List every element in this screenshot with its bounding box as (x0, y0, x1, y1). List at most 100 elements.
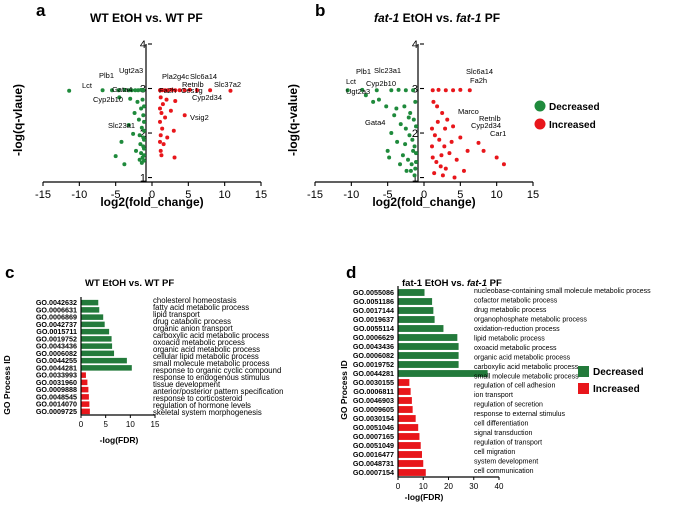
data-point-decreased (363, 93, 368, 98)
data-point-increased (157, 139, 162, 144)
data-point-increased (440, 111, 445, 115)
y-tick-label: 2 (412, 128, 418, 140)
x-tick-label: 15 (527, 189, 539, 201)
go-id-label: GO.0051049 (353, 441, 394, 450)
data-point-decreased (411, 88, 416, 93)
go-term-label: carboxylic acid metabolic process (153, 331, 269, 340)
go-bar (398, 361, 459, 368)
data-point-decreased (137, 133, 142, 138)
go-bar (398, 307, 434, 314)
panel-letter-d: d (346, 263, 356, 282)
go-bar (81, 379, 88, 386)
data-point-decreased (408, 168, 413, 173)
data-point-increased (432, 133, 437, 138)
data-point-increased (458, 87, 463, 92)
data-point-decreased (136, 117, 141, 122)
data-point-decreased (376, 97, 381, 102)
x-tick-label: 0 (149, 189, 155, 201)
go-bar (81, 328, 110, 335)
go-bar (81, 357, 127, 364)
go-id-label: GO.0044281 (36, 363, 77, 372)
go-bar (398, 352, 459, 359)
data-point-increased (447, 151, 452, 156)
data-point-decreased (128, 96, 133, 101)
bar-x-tick-label: 15 (151, 420, 160, 429)
bar-x-tick-label: 10 (419, 482, 428, 491)
y-tick-label: 4 (412, 39, 418, 51)
go-term-label: regulation of hormone levels (153, 401, 251, 410)
go-term-label: cell migration (474, 449, 515, 456)
data-point-decreased (406, 157, 411, 162)
data-point-increased (494, 155, 499, 160)
data-point-increased (182, 88, 187, 93)
go-term-label: response to organic cyclic compound (153, 366, 281, 375)
go-term-label: organic anion transport (153, 324, 234, 333)
x-tick-label: 5 (185, 189, 191, 201)
data-point-decreased (396, 87, 401, 92)
data-point-decreased (116, 88, 121, 93)
go-bar (81, 307, 100, 313)
bar-x-tick-label: 0 (79, 420, 84, 429)
data-point-increased (195, 88, 200, 93)
data-point-increased (177, 88, 182, 93)
gene-label: Ces1g (181, 86, 203, 95)
volcano-plot-a: -15-10-50510151234 (35, 39, 267, 201)
go-id-label: GO.0046903 (353, 396, 394, 405)
go-term-label: organophosphate metabolic process (474, 316, 587, 323)
go-id-label: GO.0044255 (36, 356, 77, 365)
data-point-increased (158, 95, 163, 100)
go-bar (81, 365, 132, 371)
data-point-decreased (100, 88, 105, 93)
data-point-increased (458, 135, 463, 140)
panel-d-title: fat-1 EtOH vs. fat-1 PF (402, 278, 502, 289)
go-term-label: tissue development (153, 380, 221, 389)
go-id-label: GO.0048731 (353, 459, 394, 468)
go-term-label: oxoacid metabolic process (474, 345, 557, 352)
data-point-decreased (139, 106, 144, 111)
go-id-label: GO.0030155 (353, 378, 394, 387)
go-bar (398, 469, 426, 476)
go-term-label: cell differentiation (474, 421, 528, 428)
data-point-decreased (408, 111, 413, 115)
panel-d-title-part: fat-1 EtOH vs. (402, 278, 467, 289)
data-point-increased (187, 87, 192, 92)
y-tick-label: 4 (140, 39, 146, 51)
x-tick-label: 0 (421, 189, 427, 201)
go-bar (398, 316, 435, 323)
y-axis-label-b: -log(q-value) (286, 84, 300, 156)
go-id-label: GO.0009605 (353, 405, 394, 414)
go-bar (398, 424, 419, 431)
x-tick-label: -15 (35, 189, 51, 201)
go-term-label: cellular lipid metabolic process (153, 352, 259, 361)
data-point-decreased (133, 88, 138, 93)
go-id-label: GO.0007165 (353, 432, 394, 441)
go-term-label: signal transduction (474, 430, 532, 437)
data-point-increased (165, 88, 170, 93)
panel-b-title-part: fat-1 (374, 11, 400, 25)
y-tick-label: 1 (140, 173, 146, 185)
data-point-decreased (413, 166, 418, 171)
go-bar (81, 401, 90, 407)
data-point-decreased (142, 146, 147, 151)
go-term-label: lipid metabolic process (474, 335, 545, 342)
data-point-increased (439, 153, 444, 158)
data-point-increased (172, 155, 177, 160)
gene-label: Gata4 (112, 85, 132, 94)
gene-label: Pla2g4c (162, 72, 189, 81)
data-point-increased (173, 98, 178, 103)
data-point-increased (440, 173, 445, 178)
go-term-label: skeletal system morphogenesis (153, 408, 262, 417)
data-point-increased (161, 142, 166, 147)
data-point-decreased (139, 151, 144, 156)
data-point-decreased (117, 95, 122, 100)
gene-label: Plb1 (356, 67, 371, 76)
legend-decreased-marker (534, 100, 546, 112)
data-point-decreased (407, 133, 412, 138)
data-point-increased (164, 97, 169, 102)
data-point-increased (501, 162, 506, 167)
data-point-decreased (113, 154, 118, 159)
data-point-decreased (139, 125, 144, 130)
go-bar (398, 451, 422, 458)
data-point-decreased (412, 144, 417, 149)
data-point-decreased (389, 131, 394, 136)
